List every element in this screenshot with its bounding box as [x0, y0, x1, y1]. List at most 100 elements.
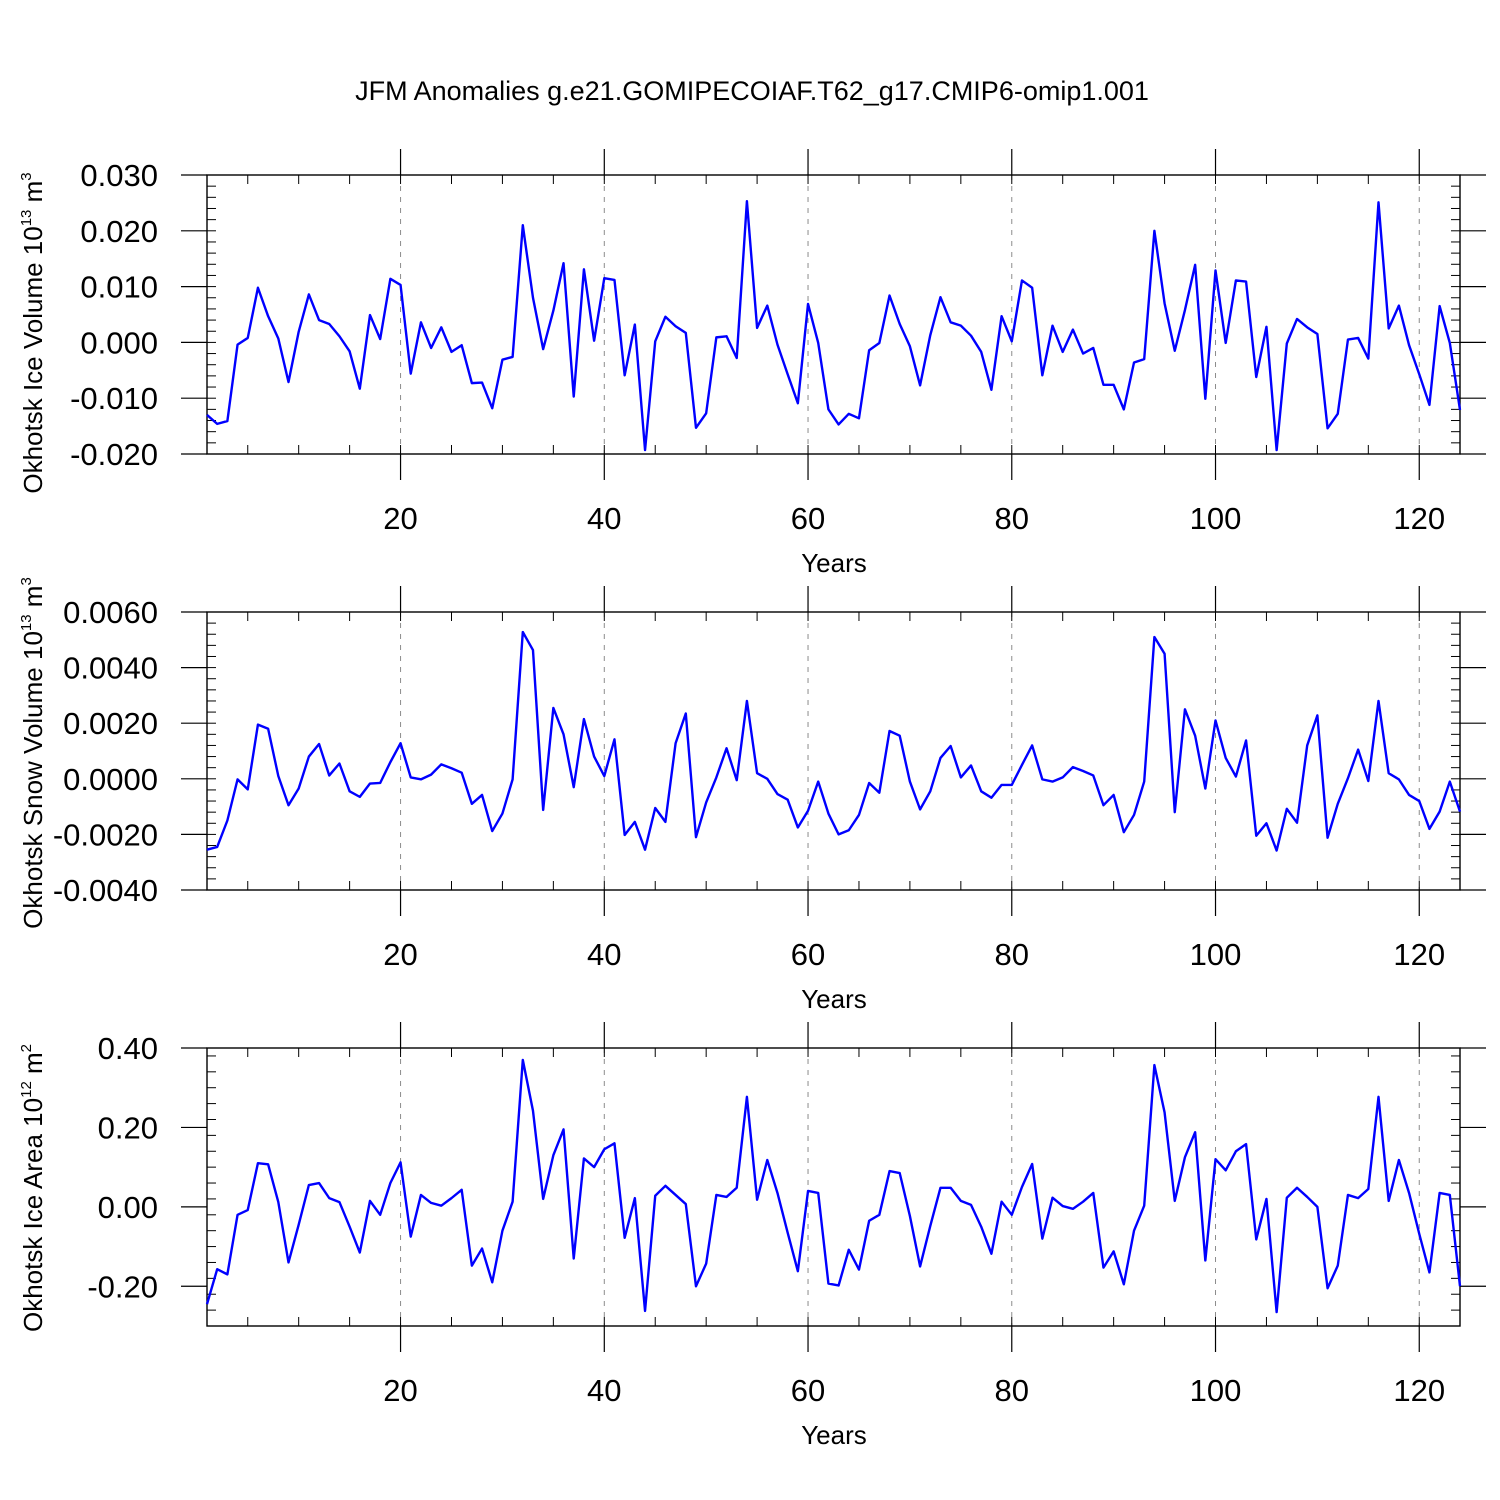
- data-point: [888, 730, 890, 732]
- data-point: [827, 1282, 829, 1284]
- data-point: [399, 742, 401, 744]
- data-point: [949, 745, 951, 747]
- data-point: [1337, 803, 1339, 805]
- data-point: [511, 356, 513, 358]
- plot-frame: [206, 611, 1461, 891]
- data-point: [888, 1170, 890, 1172]
- data-point: [1459, 409, 1461, 411]
- data-point: [654, 1195, 656, 1197]
- data-point: [460, 771, 462, 773]
- data-point: [369, 1200, 371, 1202]
- data-point: [573, 786, 575, 788]
- data-point: [450, 351, 452, 353]
- data-point: [634, 821, 636, 823]
- data-point: [399, 1161, 401, 1163]
- data-point: [501, 1229, 503, 1231]
- data-point: [776, 343, 778, 345]
- data-point: [1347, 1194, 1349, 1196]
- data-point: [450, 1197, 452, 1199]
- panel-ice-volume: -0.020 -0.010 0.000 0.010 0.020 0.030 20 40 60 80…: [18, 149, 1486, 578]
- data-point: [1112, 1250, 1114, 1252]
- data-point: [348, 1226, 350, 1228]
- data-point: [1153, 1064, 1155, 1066]
- data-point: [1153, 636, 1155, 638]
- y-tick-label: 0.0040: [63, 651, 158, 686]
- data-point: [1092, 1192, 1094, 1194]
- data-point: [1367, 780, 1369, 782]
- data-point: [1184, 1156, 1186, 1158]
- data-point: [573, 395, 575, 397]
- y-tick-label: 0.010: [80, 270, 158, 305]
- data-point: [593, 755, 595, 757]
- x-tick-label: 100: [1190, 501, 1242, 536]
- data-point: [1133, 1229, 1135, 1231]
- data-point: [623, 834, 625, 836]
- x-tick-label: 100: [1190, 937, 1242, 972]
- data-point: [990, 797, 992, 799]
- data-point: [1163, 1111, 1165, 1113]
- data-point: [1235, 1150, 1237, 1152]
- x-axis-label: Years: [801, 1420, 867, 1450]
- data-point: [960, 1200, 962, 1202]
- data-point: [1398, 1159, 1400, 1161]
- data-point: [430, 773, 432, 775]
- data-point: [471, 803, 473, 805]
- data-point: [1306, 744, 1308, 746]
- data-point: [379, 1214, 381, 1216]
- data-point: [593, 1166, 595, 1168]
- data-point: [1408, 1192, 1410, 1194]
- x-tick-label: 40: [587, 501, 621, 536]
- data-point: [318, 743, 320, 745]
- data-point: [1306, 1196, 1308, 1198]
- data-point: [236, 1214, 238, 1216]
- data-point: [247, 788, 249, 790]
- data-point: [1398, 778, 1400, 780]
- data-point: [410, 776, 412, 778]
- data-point: [1326, 837, 1328, 839]
- data-point: [583, 268, 585, 270]
- data-point: [1408, 344, 1410, 346]
- data-point: [287, 1261, 289, 1263]
- data-point: [216, 846, 218, 848]
- data-point: [1224, 1169, 1226, 1171]
- data-point: [990, 1253, 992, 1255]
- data-point: [1174, 811, 1176, 813]
- data-point: [1245, 280, 1247, 282]
- data-point: [939, 1187, 941, 1189]
- data-point: [226, 1273, 228, 1275]
- data-point: [1286, 1197, 1288, 1199]
- data-point: [919, 808, 921, 810]
- data-point: [1459, 1285, 1461, 1287]
- data-point: [552, 309, 554, 311]
- data-point: [1123, 1283, 1125, 1285]
- data-point: [1184, 708, 1186, 710]
- data-point: [440, 326, 442, 328]
- data-point: [1184, 309, 1186, 311]
- data-point: [267, 728, 269, 730]
- data-point: [542, 1198, 544, 1200]
- data-point: [736, 357, 738, 359]
- data-point: [1000, 1200, 1002, 1202]
- y-tick-label: -0.0020: [53, 817, 158, 852]
- data-point: [359, 1251, 361, 1253]
- data-point: [786, 798, 788, 800]
- data-point: [1306, 326, 1308, 328]
- x-axis-label: Years: [801, 984, 867, 1014]
- data-point: [654, 340, 656, 342]
- data-point: [674, 1194, 676, 1196]
- data-point: [1296, 822, 1298, 824]
- data-point: [359, 388, 361, 390]
- data-point: [511, 778, 513, 780]
- data-point: [1041, 778, 1043, 780]
- data-point: [929, 334, 931, 336]
- data-point: [1275, 849, 1277, 851]
- data-point: [471, 382, 473, 384]
- y-tick-label: -0.020: [70, 437, 158, 472]
- data-point: [685, 1203, 687, 1205]
- y-tick-label: 0.40: [98, 1031, 158, 1066]
- data-point: [878, 792, 880, 794]
- data-point: [308, 1184, 310, 1186]
- data-point: [501, 358, 503, 360]
- data-point: [552, 707, 554, 709]
- data-point: [1377, 700, 1379, 702]
